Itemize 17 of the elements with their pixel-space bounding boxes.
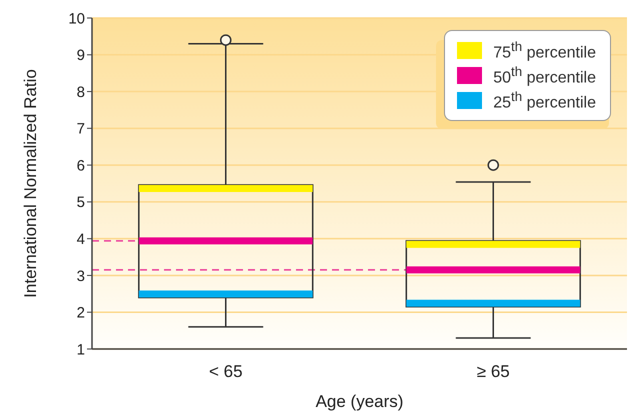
x-tick-label: < 65	[208, 362, 243, 382]
x-tick-label: ≥ 65	[476, 362, 510, 382]
y-tick-label: 1	[76, 341, 85, 358]
legend-label: 75$^{th}$ percentile	[493, 38, 596, 62]
legend-label: 50$^{th}$ percentile	[493, 64, 596, 88]
y-tick-label: 6	[76, 157, 85, 174]
y-tick-label: 5	[76, 194, 85, 212]
y-tick-label: 7	[76, 120, 85, 138]
y-tick-label: 8	[76, 84, 85, 101]
y-tick-label: 9	[76, 47, 85, 64]
y-tick-label: 10	[68, 10, 85, 28]
y-tick-label: 4	[76, 230, 85, 248]
y-tick-label: 2	[76, 304, 85, 322]
y-axis-title: International Normalized Ratio	[21, 69, 40, 298]
legend-label: 25$^{th}$ percentile	[493, 88, 596, 112]
x-axis-title: Age (years)	[316, 392, 404, 411]
y-tick-label: 3	[76, 268, 85, 285]
